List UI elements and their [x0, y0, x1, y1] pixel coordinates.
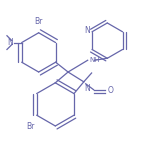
Text: O: O: [107, 86, 113, 95]
Text: N: N: [85, 84, 91, 93]
Text: Br: Br: [26, 122, 35, 131]
Text: Br: Br: [34, 17, 43, 26]
Text: N: N: [7, 38, 13, 47]
Text: NH: NH: [90, 57, 100, 63]
Text: N: N: [84, 26, 90, 35]
